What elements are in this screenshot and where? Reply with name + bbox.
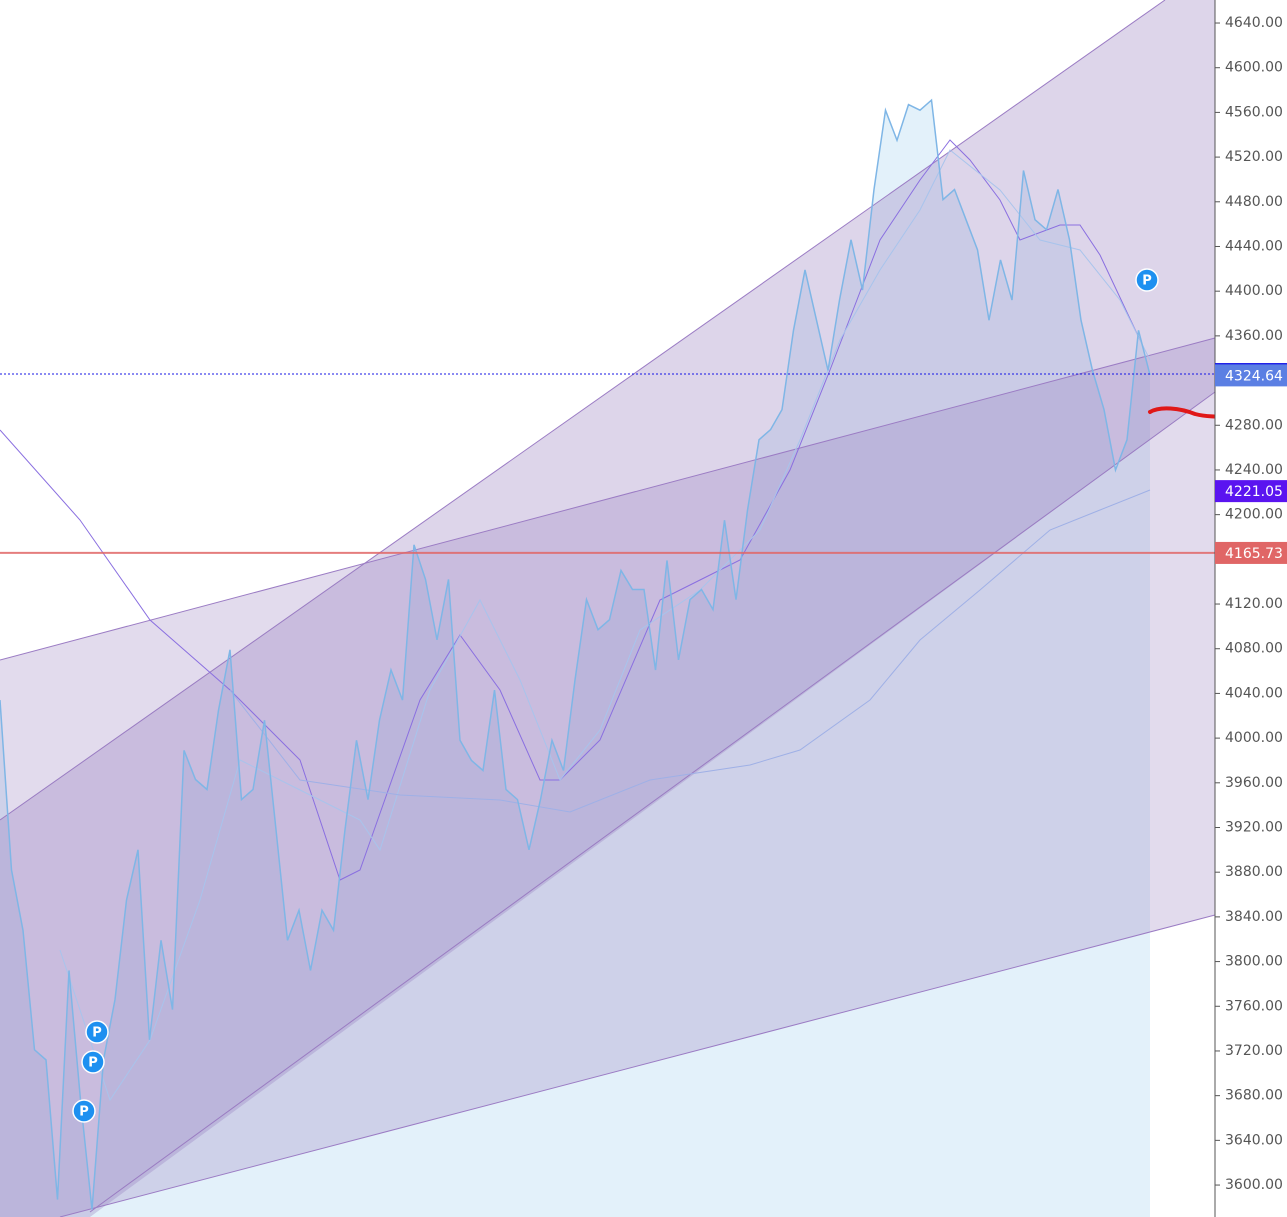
y-tick-label: 4480.00	[1225, 194, 1283, 210]
y-tick-label: 4400.00	[1225, 283, 1283, 299]
y-tick-label: 3800.00	[1225, 954, 1283, 970]
channel-line	[0, 0, 1166, 821]
channel-line	[0, 337, 1216, 661]
y-tick-label: 4280.00	[1225, 417, 1283, 433]
y-tick-label: 4120.00	[1225, 596, 1283, 612]
price-label: 4221.05	[1225, 484, 1283, 500]
y-tick-label: 4520.00	[1225, 149, 1283, 165]
price-line	[0, 98, 1151, 1210]
y-tick-label: 4440.00	[1225, 238, 1283, 254]
y-tick-label: 4080.00	[1225, 641, 1283, 657]
y-tick-label: 4200.00	[1225, 507, 1283, 523]
y-tick-label: 4640.00	[1225, 15, 1283, 31]
price-label-box	[1215, 480, 1287, 503]
marker	[85, 1020, 109, 1044]
y-tick-label: 4040.00	[1225, 685, 1283, 701]
y-tick-label: 4240.00	[1225, 462, 1283, 478]
y-tick-label: 4560.00	[1225, 104, 1283, 120]
under-layer	[0, 100, 1150, 1217]
y-tick-label: 4600.00	[1225, 60, 1283, 76]
marker	[72, 1099, 96, 1123]
y-tick-label: 3880.00	[1225, 864, 1283, 880]
y-tick-label: 3920.00	[1225, 819, 1283, 835]
y-tick-label: 4000.00	[1225, 730, 1283, 746]
channel-line	[59, 914, 1216, 1217]
marker-label: P	[88, 1056, 98, 1071]
moving-average	[0, 139, 1141, 881]
moving-average	[59, 149, 1151, 1102]
moving-average	[229, 489, 1151, 813]
flat-channel	[0, 338, 1215, 1217]
marker-label: P	[79, 1105, 89, 1120]
y-tick-label: 3720.00	[1225, 1043, 1283, 1059]
steep-channel	[0, 0, 1215, 1217]
y-tick-label: 3680.00	[1225, 1088, 1283, 1104]
price-label: 4324.64	[1225, 368, 1283, 384]
price-area	[0, 100, 1150, 1217]
y-tick-label: 3600.00	[1225, 1177, 1283, 1193]
y-tick-label: 3840.00	[1225, 909, 1283, 925]
y-tick-label: 4360.00	[1225, 328, 1283, 344]
axis-layer: 3600.00 3640.00 3680.00 3720.00 3760.00 3800.…	[1215, 15, 1287, 1193]
price-axis	[1215, 0, 1287, 1217]
marker	[1135, 268, 1159, 292]
price-label-box	[1215, 364, 1287, 387]
channel-line	[89, 391, 1216, 1213]
y-tick-label: 3960.00	[1225, 775, 1283, 791]
price-label: 4165.73	[1225, 546, 1283, 562]
drawings	[0, 0, 1244, 1217]
marker-label: P	[92, 1026, 102, 1041]
marker-label: P	[1142, 274, 1152, 289]
y-tick-label: 3760.00	[1225, 998, 1283, 1014]
price-label-box	[1215, 541, 1287, 564]
marker	[81, 1050, 105, 1074]
y-tick-label: 3640.00	[1225, 1132, 1283, 1148]
